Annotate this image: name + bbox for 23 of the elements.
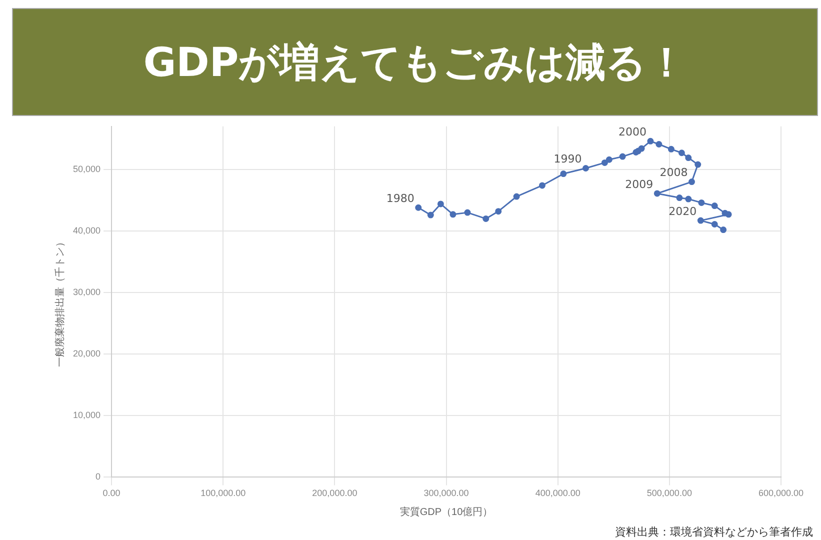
y-tick-label: 30,000 xyxy=(72,287,101,298)
y-tick-label: 0 xyxy=(96,472,101,482)
x-tick-label: 100,000.00 xyxy=(200,488,246,498)
x-axis-title: 実質GDP（10億円） xyxy=(400,506,493,518)
text: 資料出典：環境省資料などから筆者作成 xyxy=(615,525,813,538)
y-tick-label: 40,000 xyxy=(72,226,101,236)
x-tick-label: 200,000.00 xyxy=(312,488,358,498)
annotation: 2000 xyxy=(618,126,646,139)
y-tick-label: 20,000 xyxy=(72,348,101,359)
y-tick-label: 50,000 xyxy=(72,164,101,174)
annotation: 1990 xyxy=(554,152,582,166)
annotation: 2008 xyxy=(660,166,688,180)
x-tick-label: 600,000.00 xyxy=(758,488,804,498)
annotation: 2009 xyxy=(625,178,654,191)
x-tick-label: 500,000.00 xyxy=(646,488,692,498)
annotation: 2020 xyxy=(668,204,697,218)
x-tick-label: 400,000.00 xyxy=(535,488,580,498)
y-tick-label: 10,000 xyxy=(72,410,101,420)
annotation: 1980 xyxy=(386,192,414,205)
x-tick-label: 0.00 xyxy=(102,488,120,498)
x-tick-label: 300,000.00 xyxy=(424,488,469,498)
chart-title: GDPが増えてもごみは減る！ xyxy=(12,8,818,116)
y-axis-title: 一般廃棄物排出量（千トン） xyxy=(54,236,66,367)
